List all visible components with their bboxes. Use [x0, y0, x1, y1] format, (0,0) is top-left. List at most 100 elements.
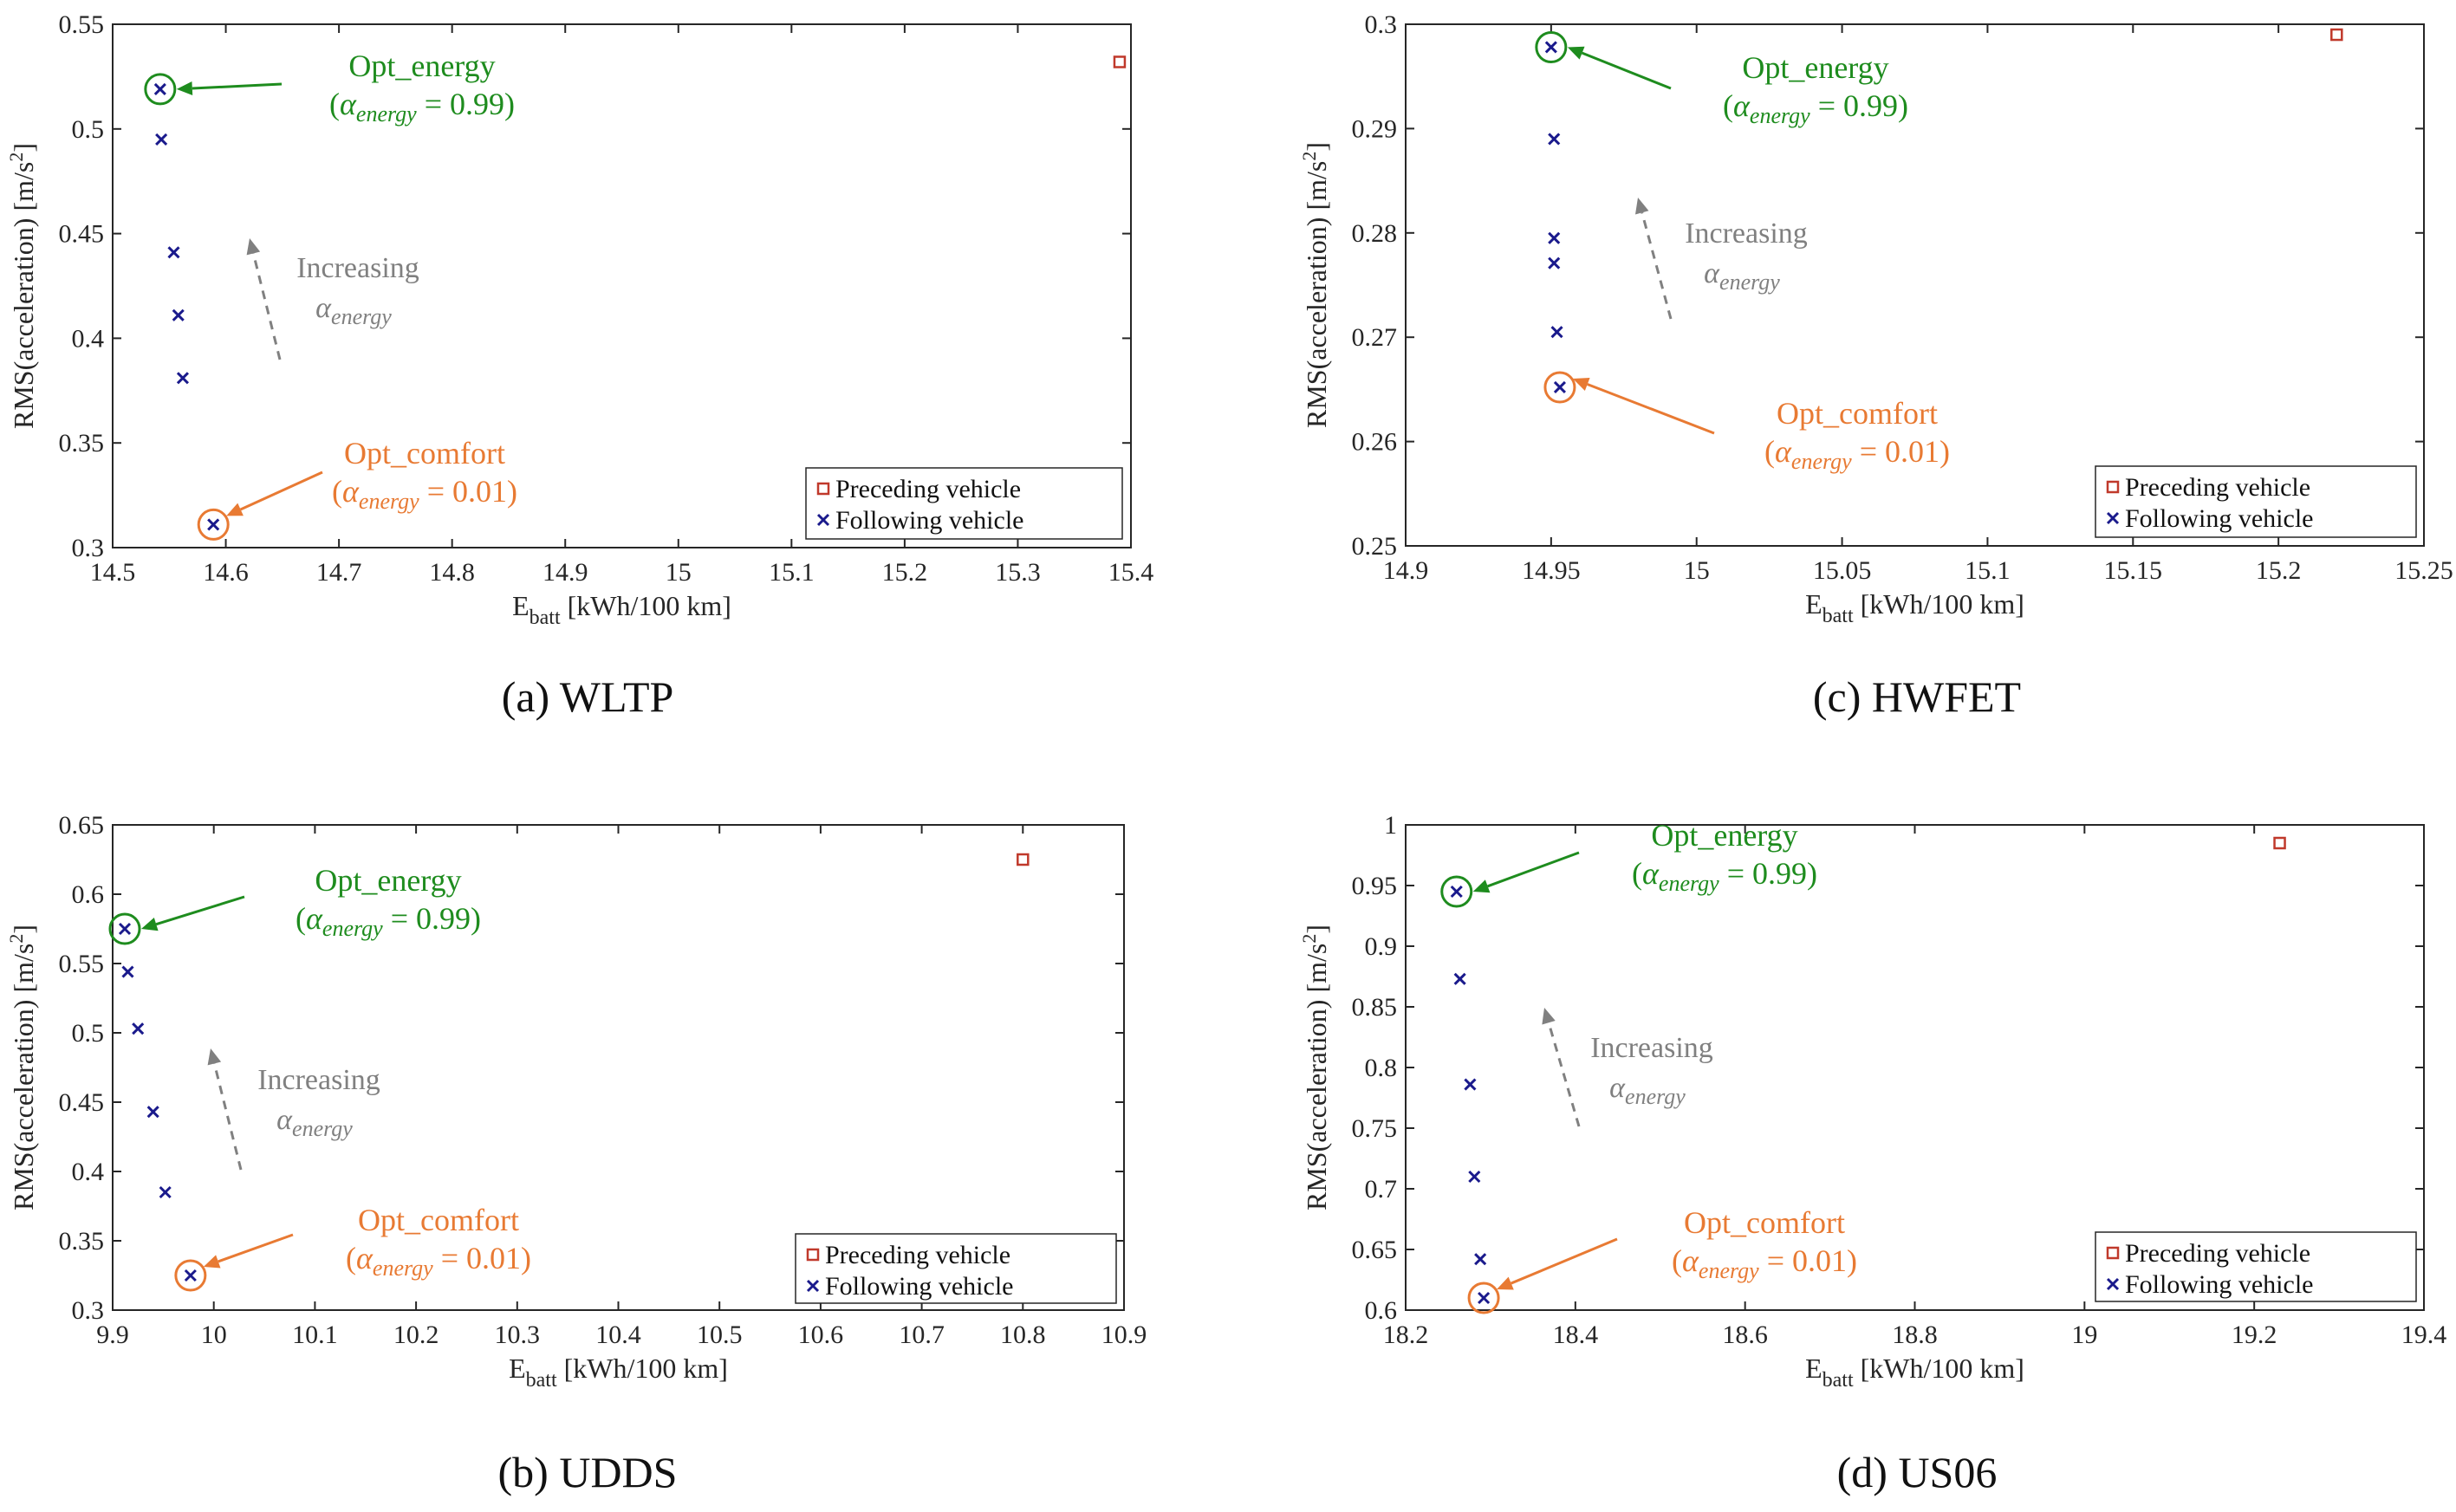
following-vehicle-point: [1548, 256, 1561, 269]
x-tick-label: 10.9: [1101, 1321, 1147, 1349]
y-tick-label: 0.55: [59, 950, 105, 978]
y-tick-label: 0.6: [1365, 1296, 1398, 1325]
y-tick-label: 0.7: [1365, 1175, 1398, 1204]
x-tick-label: 19.2: [2232, 1321, 2277, 1349]
following-vehicle-point: [172, 308, 185, 321]
y-tick-label: 0.26: [1352, 428, 1398, 457]
x-tick-label: 14.7: [316, 558, 362, 587]
x-tick-label: 15: [1684, 556, 1710, 585]
chart-b: 9.9 10 10.1 10.2 10.3 10.4 10.5 10.6 10.7 10.8 10.…: [5, 811, 1147, 1392]
x-tick-label: 15.4: [1108, 558, 1154, 587]
following-vehicle-point: [1550, 326, 1563, 339]
increasing-arrow: [207, 1048, 243, 1171]
following-vehicle-point: [1478, 1291, 1491, 1305]
legend-label: Following vehicle: [2125, 1270, 2313, 1299]
caption-a: (a) WLTP: [501, 672, 674, 721]
caption-b: (b) UDDS: [497, 1448, 678, 1496]
legend-marker-preceding: [806, 1248, 820, 1262]
x-tick-label: 18.8: [1892, 1321, 1938, 1349]
following-vehicle-point: [1474, 1253, 1487, 1266]
legend-marker-preceding: [816, 482, 830, 496]
increasing-label: Increasing: [296, 252, 419, 284]
opt-energy-alpha: (αenergy = 0.99): [1723, 88, 1908, 128]
y-axis-label: RMS(acceleration) [m/s2]: [1298, 925, 1332, 1210]
y-tick-label: 0.27: [1352, 323, 1398, 352]
opt-energy-label: Opt_energy: [348, 49, 495, 83]
opt-comfort-circle: [197, 508, 230, 541]
x-tick-label: 14.95: [1522, 556, 1581, 585]
following-vehicle-point: [1468, 1170, 1481, 1184]
y-tick-label: 0.65: [1352, 1236, 1398, 1264]
increasing-arrow: [1542, 1008, 1581, 1127]
x-axis-label: Ebatt [kWh/100 km]: [1805, 588, 2024, 627]
y-tick-label: 0.3: [72, 534, 105, 562]
y-tick-label: 0.8: [1365, 1054, 1398, 1082]
following-vehicle-point: [146, 1106, 159, 1119]
legend-label: Following vehicle: [825, 1272, 1013, 1301]
following-vehicle-point: [155, 133, 168, 146]
following-vehicle-point: [159, 1185, 172, 1199]
y-tick-label: 0.45: [59, 220, 105, 249]
preceding-vehicle-point: [2273, 836, 2286, 850]
x-tick-label: 10.6: [798, 1321, 844, 1349]
following-vehicle-point: [176, 372, 190, 385]
x-tick-label: 14.5: [90, 558, 136, 587]
opt-comfort-circle: [174, 1259, 207, 1292]
legend-box: [2095, 465, 2417, 538]
y-tick-label: 0.29: [1352, 114, 1398, 143]
opt-energy-circle: [1535, 30, 1568, 63]
increasing-alpha: αenergy: [1704, 257, 1780, 295]
caption-c: (c) HWFET: [1812, 672, 2022, 721]
following-vehicle-point: [167, 246, 180, 259]
y-tick-label: 0.4: [72, 324, 105, 353]
y-axis-label: RMS(acceleration) [m/s2]: [1298, 142, 1332, 428]
legend-marker-following: [2106, 1277, 2120, 1291]
opt-energy-alpha: (αenergy = 0.99): [329, 87, 515, 127]
x-tick-label: 15.1: [769, 558, 815, 587]
opt-energy-arrow: [141, 895, 245, 931]
increasing-alpha: αenergy: [1609, 1072, 1686, 1109]
y-tick-label: 0.65: [59, 811, 105, 840]
y-tick-label: 0.35: [59, 1227, 105, 1256]
y-tick-label: 0.3: [1365, 10, 1398, 39]
following-vehicle-point: [1450, 885, 1463, 899]
opt-energy-circle: [108, 912, 141, 945]
x-tick-label: 18.4: [1553, 1321, 1599, 1349]
plot-frame: [1405, 23, 2425, 547]
y-tick-label: 0.35: [59, 429, 105, 457]
opt-comfort-alpha: (αenergy = 0.01): [346, 1241, 531, 1281]
x-tick-label: 14.8: [429, 558, 475, 587]
opt-energy-arrow: [1567, 46, 1672, 90]
following-vehicle-point: [184, 1269, 197, 1282]
x-tick-label: 15.15: [2104, 556, 2163, 585]
opt-energy-alpha: (αenergy = 0.99): [296, 901, 481, 941]
increasing-label: Increasing: [257, 1064, 380, 1096]
following-vehicle-point: [132, 1022, 145, 1035]
legend-marker-preceding: [2106, 480, 2120, 494]
x-tick-label: 15.2: [882, 558, 928, 587]
legend-box: [795, 1233, 1117, 1304]
x-tick-label: 10.1: [292, 1321, 338, 1349]
x-tick-label: 15.25: [2394, 556, 2453, 585]
y-tick-label: 0.6: [72, 880, 105, 909]
increasing-alpha: αenergy: [315, 292, 392, 329]
legend-marker-preceding: [2106, 1246, 2120, 1260]
y-tick-label: 0.9: [1365, 932, 1398, 961]
x-tick-label: 15.1: [1965, 556, 2011, 585]
y-tick-label: 0.3: [72, 1296, 105, 1325]
opt-energy-label: Opt_energy: [1742, 50, 1888, 85]
y-tick-label: 0.5: [72, 115, 105, 144]
x-tick-label: 10.5: [697, 1321, 743, 1349]
x-tick-label: 18.2: [1383, 1321, 1429, 1349]
following-vehicle-point: [121, 965, 134, 978]
plot-frame: [112, 824, 1125, 1311]
opt-comfort-label: Opt_comfort: [358, 1203, 519, 1237]
x-tick-label: 19.4: [2401, 1321, 2447, 1349]
preceding-vehicle-point: [1017, 853, 1030, 866]
